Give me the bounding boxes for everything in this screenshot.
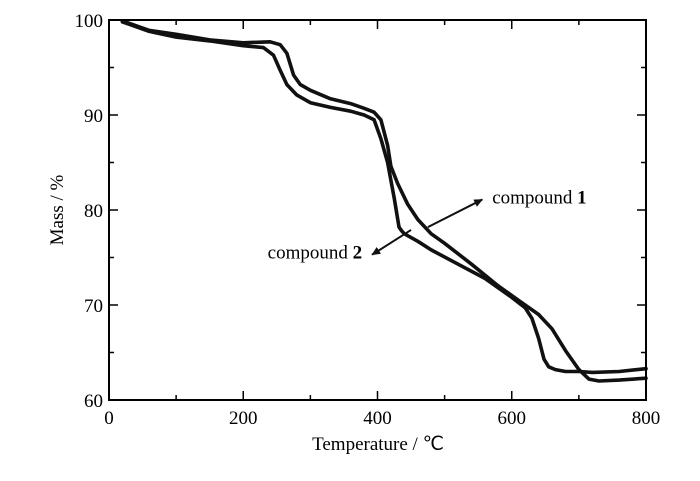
x-tick-label: 600 bbox=[498, 408, 527, 429]
x-tick-label: 0 bbox=[104, 408, 114, 429]
y-tick-label: 60 bbox=[84, 391, 103, 412]
x-tick-label: 800 bbox=[632, 408, 661, 429]
y-axis-title: Mass / % bbox=[47, 174, 68, 245]
annotation-arrow-2 bbox=[371, 229, 412, 256]
annotation-label-2: compound 2 bbox=[268, 243, 362, 264]
y-tick-label: 100 bbox=[75, 11, 104, 32]
annotation-layer: compound 1 compound 2 bbox=[268, 188, 587, 264]
annotation-arrow-1 bbox=[427, 198, 484, 228]
x-axis-title: Temperature / ℃ bbox=[312, 434, 444, 455]
y-tick-label: 70 bbox=[84, 296, 103, 317]
x-tick-label: 200 bbox=[229, 408, 258, 429]
ticks-layer: 0 200 400 600 800 60 70 80 90 100 bbox=[75, 11, 661, 429]
series-layer bbox=[120, 19, 648, 383]
y-tick-label: 80 bbox=[84, 201, 103, 222]
series-line-2 bbox=[120, 20, 648, 375]
x-tick-label: 400 bbox=[363, 408, 392, 429]
y-tick-label: 90 bbox=[84, 106, 103, 127]
annotation-label-1: compound 1 bbox=[492, 188, 586, 209]
series-line-1 bbox=[120, 19, 648, 383]
plot-frame bbox=[108, 19, 647, 401]
